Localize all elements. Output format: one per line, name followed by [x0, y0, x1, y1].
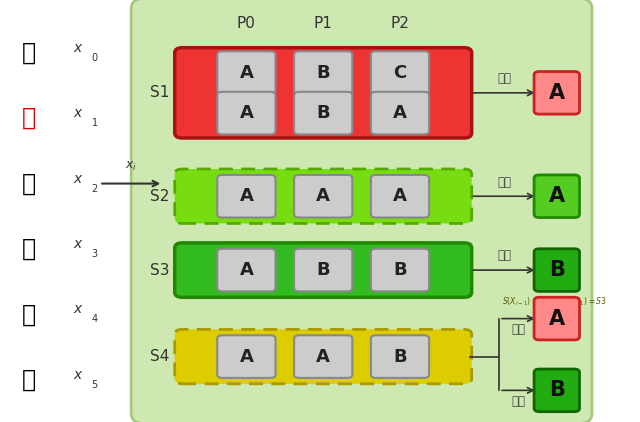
- Text: S4: S4: [150, 349, 170, 364]
- FancyBboxPatch shape: [218, 335, 275, 378]
- FancyBboxPatch shape: [294, 335, 352, 378]
- Text: A: A: [393, 104, 407, 122]
- Text: B: B: [316, 64, 330, 81]
- Text: A: A: [316, 348, 330, 365]
- FancyBboxPatch shape: [175, 169, 472, 224]
- Text: 过纠: 过纠: [511, 395, 525, 408]
- Text: A: A: [316, 187, 330, 205]
- Text: B: B: [316, 104, 330, 122]
- Text: 完: 完: [22, 106, 36, 130]
- FancyBboxPatch shape: [294, 249, 352, 291]
- FancyBboxPatch shape: [371, 92, 429, 134]
- Text: A: A: [548, 308, 565, 329]
- FancyBboxPatch shape: [175, 329, 472, 384]
- Text: P0: P0: [237, 16, 256, 31]
- Text: P1: P1: [314, 16, 333, 31]
- FancyBboxPatch shape: [294, 92, 352, 134]
- FancyBboxPatch shape: [218, 92, 275, 134]
- Text: 冷: 冷: [22, 368, 36, 392]
- FancyBboxPatch shape: [534, 72, 580, 114]
- FancyBboxPatch shape: [534, 175, 580, 218]
- FancyBboxPatch shape: [534, 249, 580, 291]
- FancyBboxPatch shape: [131, 0, 592, 422]
- Text: S3: S3: [150, 262, 170, 278]
- Text: S2: S2: [150, 189, 170, 204]
- FancyBboxPatch shape: [371, 175, 429, 218]
- Text: $S(X_{i-1})=S3\ ||\ S(X_{i+1})=S3$: $S(X_{i-1})=S3\ ||\ S(X_{i+1})=S3$: [502, 295, 607, 308]
- FancyBboxPatch shape: [371, 249, 429, 291]
- FancyBboxPatch shape: [218, 175, 275, 218]
- FancyBboxPatch shape: [371, 335, 429, 378]
- FancyBboxPatch shape: [371, 51, 429, 94]
- FancyBboxPatch shape: [218, 249, 275, 291]
- Text: 5: 5: [92, 380, 98, 390]
- Text: 很: 很: [22, 303, 36, 326]
- Text: 过纠: 过纠: [497, 72, 511, 85]
- FancyBboxPatch shape: [175, 48, 472, 138]
- FancyBboxPatch shape: [294, 51, 352, 94]
- Text: C: C: [394, 64, 406, 81]
- Text: B: B: [549, 380, 564, 400]
- Text: x: x: [74, 106, 82, 120]
- Text: 昼: 昼: [22, 41, 36, 65]
- Text: P2: P2: [390, 16, 410, 31]
- Text: A: A: [239, 64, 253, 81]
- Text: 纠错: 纠错: [497, 249, 511, 262]
- Text: x: x: [74, 237, 82, 251]
- Text: S1: S1: [150, 85, 170, 100]
- Text: 1: 1: [92, 118, 98, 128]
- Text: B: B: [393, 348, 407, 365]
- Text: x: x: [74, 368, 82, 382]
- Text: 3: 3: [92, 249, 98, 259]
- FancyBboxPatch shape: [218, 51, 275, 94]
- Text: B: B: [316, 261, 330, 279]
- Text: x: x: [74, 302, 82, 316]
- Text: 纠错: 纠错: [511, 323, 525, 336]
- Text: A: A: [239, 187, 253, 205]
- Text: A: A: [548, 83, 565, 103]
- FancyBboxPatch shape: [534, 297, 580, 340]
- FancyBboxPatch shape: [294, 175, 352, 218]
- FancyBboxPatch shape: [534, 369, 580, 412]
- Text: 2: 2: [92, 184, 98, 194]
- Text: A: A: [239, 261, 253, 279]
- Text: A: A: [239, 104, 253, 122]
- Text: 0: 0: [92, 53, 98, 63]
- Text: 不纠: 不纠: [497, 176, 511, 189]
- Text: A: A: [239, 348, 253, 365]
- Text: $x_i$: $x_i$: [125, 160, 137, 173]
- Text: 4: 4: [92, 314, 98, 325]
- Text: A: A: [548, 186, 565, 206]
- Text: x: x: [74, 171, 82, 186]
- Text: x: x: [74, 41, 82, 55]
- Text: A: A: [393, 187, 407, 205]
- Text: 真: 真: [22, 172, 36, 195]
- Text: B: B: [549, 260, 564, 280]
- Text: 的: 的: [22, 237, 36, 261]
- Text: B: B: [393, 261, 407, 279]
- FancyBboxPatch shape: [175, 243, 472, 297]
